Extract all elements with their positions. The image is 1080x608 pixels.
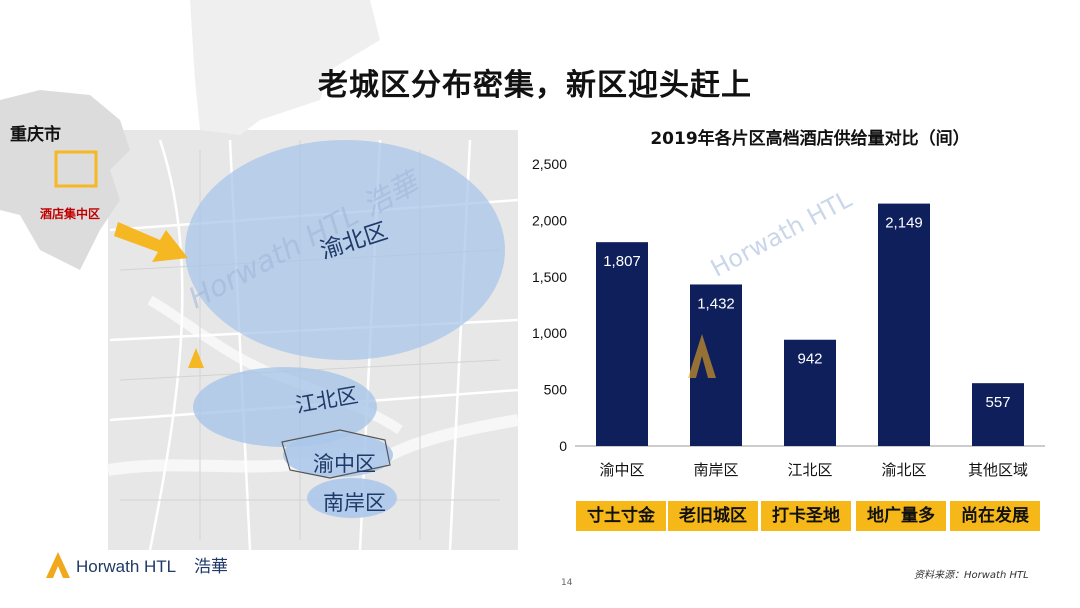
district-area-jiangbei	[193, 367, 377, 447]
bar-chart: 0 500 1,000 1,500 2,000 2,500 1,807 渝中区 1,432 南岸区…	[532, 156, 1045, 479]
bar-value-label: 1,432	[697, 295, 735, 312]
bar-value-label: 2,149	[885, 215, 923, 232]
bar	[784, 339, 836, 446]
tag-yubei: 地广量多	[856, 501, 946, 531]
bar	[878, 203, 930, 446]
logo-cn-text: 浩華	[194, 557, 228, 577]
tag-yuzhong: 寸土寸金	[576, 501, 666, 531]
y-tick-label: 0	[559, 438, 567, 454]
y-tick-label: 2,000	[532, 212, 567, 228]
district-map	[0, 0, 520, 551]
bar-value-label: 557	[985, 394, 1010, 411]
map-logo-mark	[188, 348, 204, 368]
y-tick-label: 500	[544, 382, 568, 398]
bar-value-label: 1,807	[603, 253, 641, 270]
x-tick-label: 渝北区	[881, 461, 926, 479]
y-tick-label: 1,000	[532, 325, 567, 341]
bar	[972, 383, 1024, 446]
tag-jiangbei: 打卡圣地	[761, 501, 851, 531]
x-tick-label: 南岸区	[693, 461, 738, 479]
district-area-nanan	[307, 478, 397, 518]
hotel-cluster-label: 酒店集中区	[40, 207, 101, 221]
x-tick-label: 其他区域	[968, 461, 1028, 479]
logo-text: Horwath HTL	[76, 557, 176, 576]
logo-mark-icon	[46, 552, 70, 578]
x-tick-label: 渝中区	[599, 461, 644, 479]
district-area-yuzhong	[283, 433, 393, 477]
hotel-cluster-marker	[54, 150, 98, 188]
x-tick-label: 江北区	[787, 461, 832, 479]
direction-arrow	[114, 222, 188, 262]
tag-nanan: 老旧城区	[668, 501, 758, 531]
y-tick-label: 2,500	[532, 156, 567, 172]
district-area-yubei	[185, 140, 505, 360]
chart-title: 2019年各片区高档酒店供给量对比（间）	[650, 129, 970, 149]
source-note: 资料来源：Horwath HTL	[914, 570, 1029, 581]
brand-logo: Horwath HTL 浩華	[46, 552, 228, 578]
slide-title: 老城区分布密集，新区迎头赶上	[318, 68, 752, 103]
tag-other: 尚在发展	[950, 501, 1040, 531]
bar	[596, 242, 648, 446]
district-label-nanan: 南岸区	[323, 491, 386, 515]
chart-watermark-logo-icon	[688, 334, 716, 378]
map-region-chongqing	[0, 90, 130, 270]
bar-value-label: 942	[797, 351, 822, 368]
district-boundary-yuzhong	[281, 429, 391, 479]
district-label-yuzhong: 渝中区	[313, 452, 376, 476]
y-tick-label: 1,500	[532, 269, 567, 285]
page-number: 14	[561, 578, 573, 588]
map-region-north	[190, 0, 380, 135]
city-label: 重庆市	[10, 125, 61, 145]
